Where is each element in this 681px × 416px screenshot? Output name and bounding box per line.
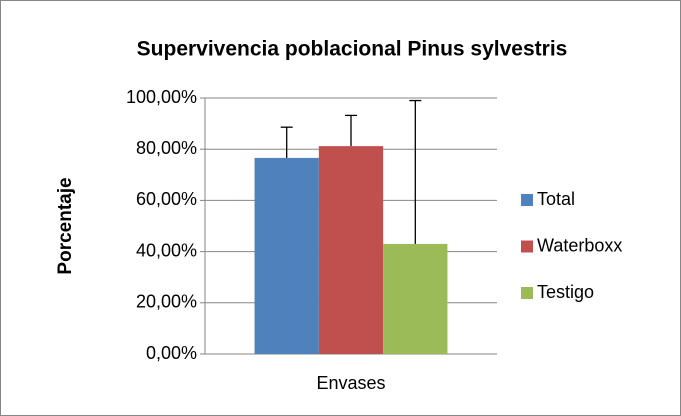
y-tick-label: 100,00% — [126, 87, 197, 107]
chart-title: Supervivencia poblacional Pinus sylvestr… — [137, 38, 568, 61]
legend-swatch — [521, 240, 533, 253]
bar — [383, 243, 448, 354]
y-tick-label: 40,00% — [136, 240, 197, 260]
y-tick-label: 20,00% — [136, 292, 197, 312]
legend-swatch — [521, 287, 533, 299]
y-tick-label: 80,00% — [136, 138, 197, 158]
legend-swatch — [521, 194, 533, 206]
legend-label: Testigo — [537, 282, 594, 302]
y-axis-label: Porcentaje — [55, 177, 76, 274]
legend-label: Total — [537, 189, 575, 209]
legend-label: Waterboxx — [537, 235, 622, 255]
bar — [318, 146, 384, 354]
y-tick-label: 0,00% — [146, 343, 197, 363]
x-tick-label: Envases — [316, 373, 385, 393]
bar — [254, 157, 319, 354]
y-tick-label: 60,00% — [136, 189, 197, 209]
